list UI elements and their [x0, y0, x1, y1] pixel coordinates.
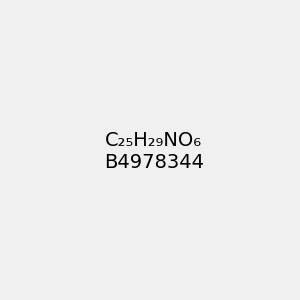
Text: C₂₅H₂₉NO₆
B4978344: C₂₅H₂₉NO₆ B4978344 [104, 131, 204, 172]
